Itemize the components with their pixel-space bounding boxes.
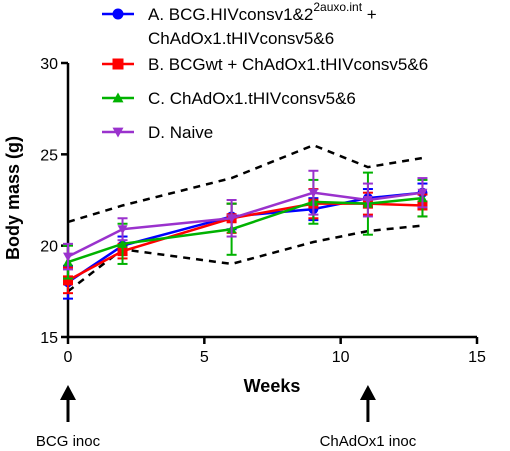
legend-item-a: A. BCG.HIVconsv1&22auxo.int + ChAdOx1.tHI… (102, 0, 377, 48)
legend-label-main: B. BCGwt + ChAdOx1.tHIVconsv5&6 (148, 55, 428, 74)
series-line (67, 191, 423, 284)
x-tick-label: 15 (468, 349, 486, 366)
legend-label: C. ChAdOx1.tHIVconsv5&6 (148, 89, 356, 108)
x-tick-label: 10 (332, 349, 350, 366)
triangle-down-marker (308, 188, 319, 198)
y-tick-label: 25 (40, 147, 58, 164)
series-line (67, 191, 423, 258)
x-tick-label: 5 (200, 349, 209, 366)
triangle-down-marker (117, 225, 128, 235)
circle-marker (112, 8, 124, 20)
triangle-up-marker (117, 238, 128, 248)
legend-label-suffix: + (362, 5, 377, 24)
legend-label: A. BCG.HIVconsv1&22auxo.int + (148, 0, 377, 24)
triangle-down-marker (362, 196, 373, 205)
legend-item-c: C. ChAdOx1.tHIVconsv5&6 (102, 89, 356, 108)
x-tick-label: 0 (64, 349, 73, 366)
y-tick-label: 15 (40, 330, 58, 347)
triangle-down-marker (112, 127, 124, 138)
legend: A. BCG.HIVconsv1&22auxo.int + ChAdOx1.tHI… (102, 0, 428, 142)
arrow-head (359, 385, 376, 400)
legend-label: B. BCGwt + ChAdOx1.tHIVconsv5&6 (148, 55, 428, 74)
legend-label-main: D. Naive (148, 123, 213, 142)
legend-item-b: B. BCGwt + ChAdOx1.tHIVconsv5&6 (102, 55, 428, 74)
triangle-down-marker (226, 214, 237, 224)
annotation-label: BCG inoc (36, 433, 101, 450)
x-axis-label: Weeks (244, 376, 301, 396)
y-tick-label: 30 (40, 56, 58, 73)
series-d (63, 169, 428, 271)
annotation-label: ChAdOx1 inoc (320, 433, 417, 450)
arrow-head (60, 385, 76, 400)
legend-label-superscript: 2auxo.int (313, 0, 362, 14)
series-line (67, 196, 423, 264)
square-marker (112, 58, 124, 70)
annotations: BCG inoc ChAdOx1 inoc (36, 385, 417, 450)
annotation-bcg: BCG inoc (36, 385, 101, 450)
triangle-up-marker (112, 92, 124, 103)
triangle-down-marker (417, 188, 428, 198)
series-group (63, 169, 428, 300)
triangle-down-marker (63, 252, 73, 262)
y-axis-label: Body mass (g) (3, 136, 23, 260)
legend-label-main: C. ChAdOx1.tHIVconsv5&6 (148, 89, 356, 108)
legend-label-line2: ChAdOx1.tHIVconsv5&6 (148, 29, 334, 48)
square-marker (63, 275, 73, 286)
legend-label: D. Naive (148, 123, 213, 142)
legend-item-d: D. Naive (102, 123, 213, 142)
upper-bound-line (67, 143, 423, 224)
legend-label-main: A. BCG.HIVconsv1&2 (148, 5, 313, 24)
annotation-chadox1: ChAdOx1 inoc (320, 385, 417, 450)
y-tick-label: 20 (40, 239, 58, 256)
